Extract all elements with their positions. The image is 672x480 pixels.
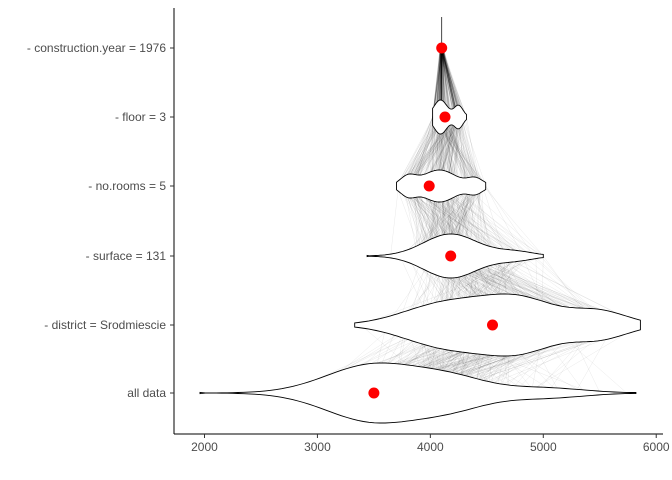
- mean-point: [368, 387, 380, 399]
- y-tick-label: - district = Srodmiescie: [44, 318, 166, 332]
- mean-point: [423, 180, 435, 192]
- violin: [396, 169, 487, 203]
- y-tick-label: all data: [127, 386, 166, 400]
- mean-markers: [368, 42, 498, 399]
- y-tick-label: - no.rooms = 5: [88, 179, 166, 193]
- x-tick-label: 4000: [417, 440, 444, 454]
- violin: [199, 362, 637, 424]
- mean-point: [445, 250, 457, 262]
- axes: [173, 8, 663, 435]
- mean-point: [436, 42, 448, 54]
- x-tick-labels: 2000 3000 4000 5000 6000: [191, 434, 670, 454]
- y-tick-labels: - construction.year = 1976 - floor = 3 - n…: [27, 41, 174, 400]
- x-tick-label: 5000: [530, 440, 557, 454]
- x-tick-label: 3000: [304, 440, 331, 454]
- trail-line: [370, 47, 463, 394]
- x-tick-label: 2000: [191, 440, 218, 454]
- x-tick-label: 6000: [643, 440, 670, 454]
- mean-point: [439, 111, 451, 123]
- mean-point: [487, 319, 498, 331]
- y-tick-label: - floor = 3: [115, 110, 166, 124]
- trail-line: [410, 47, 641, 394]
- y-tick-label: - construction.year = 1976: [27, 41, 166, 55]
- y-tick-label: - surface = 131: [86, 249, 167, 263]
